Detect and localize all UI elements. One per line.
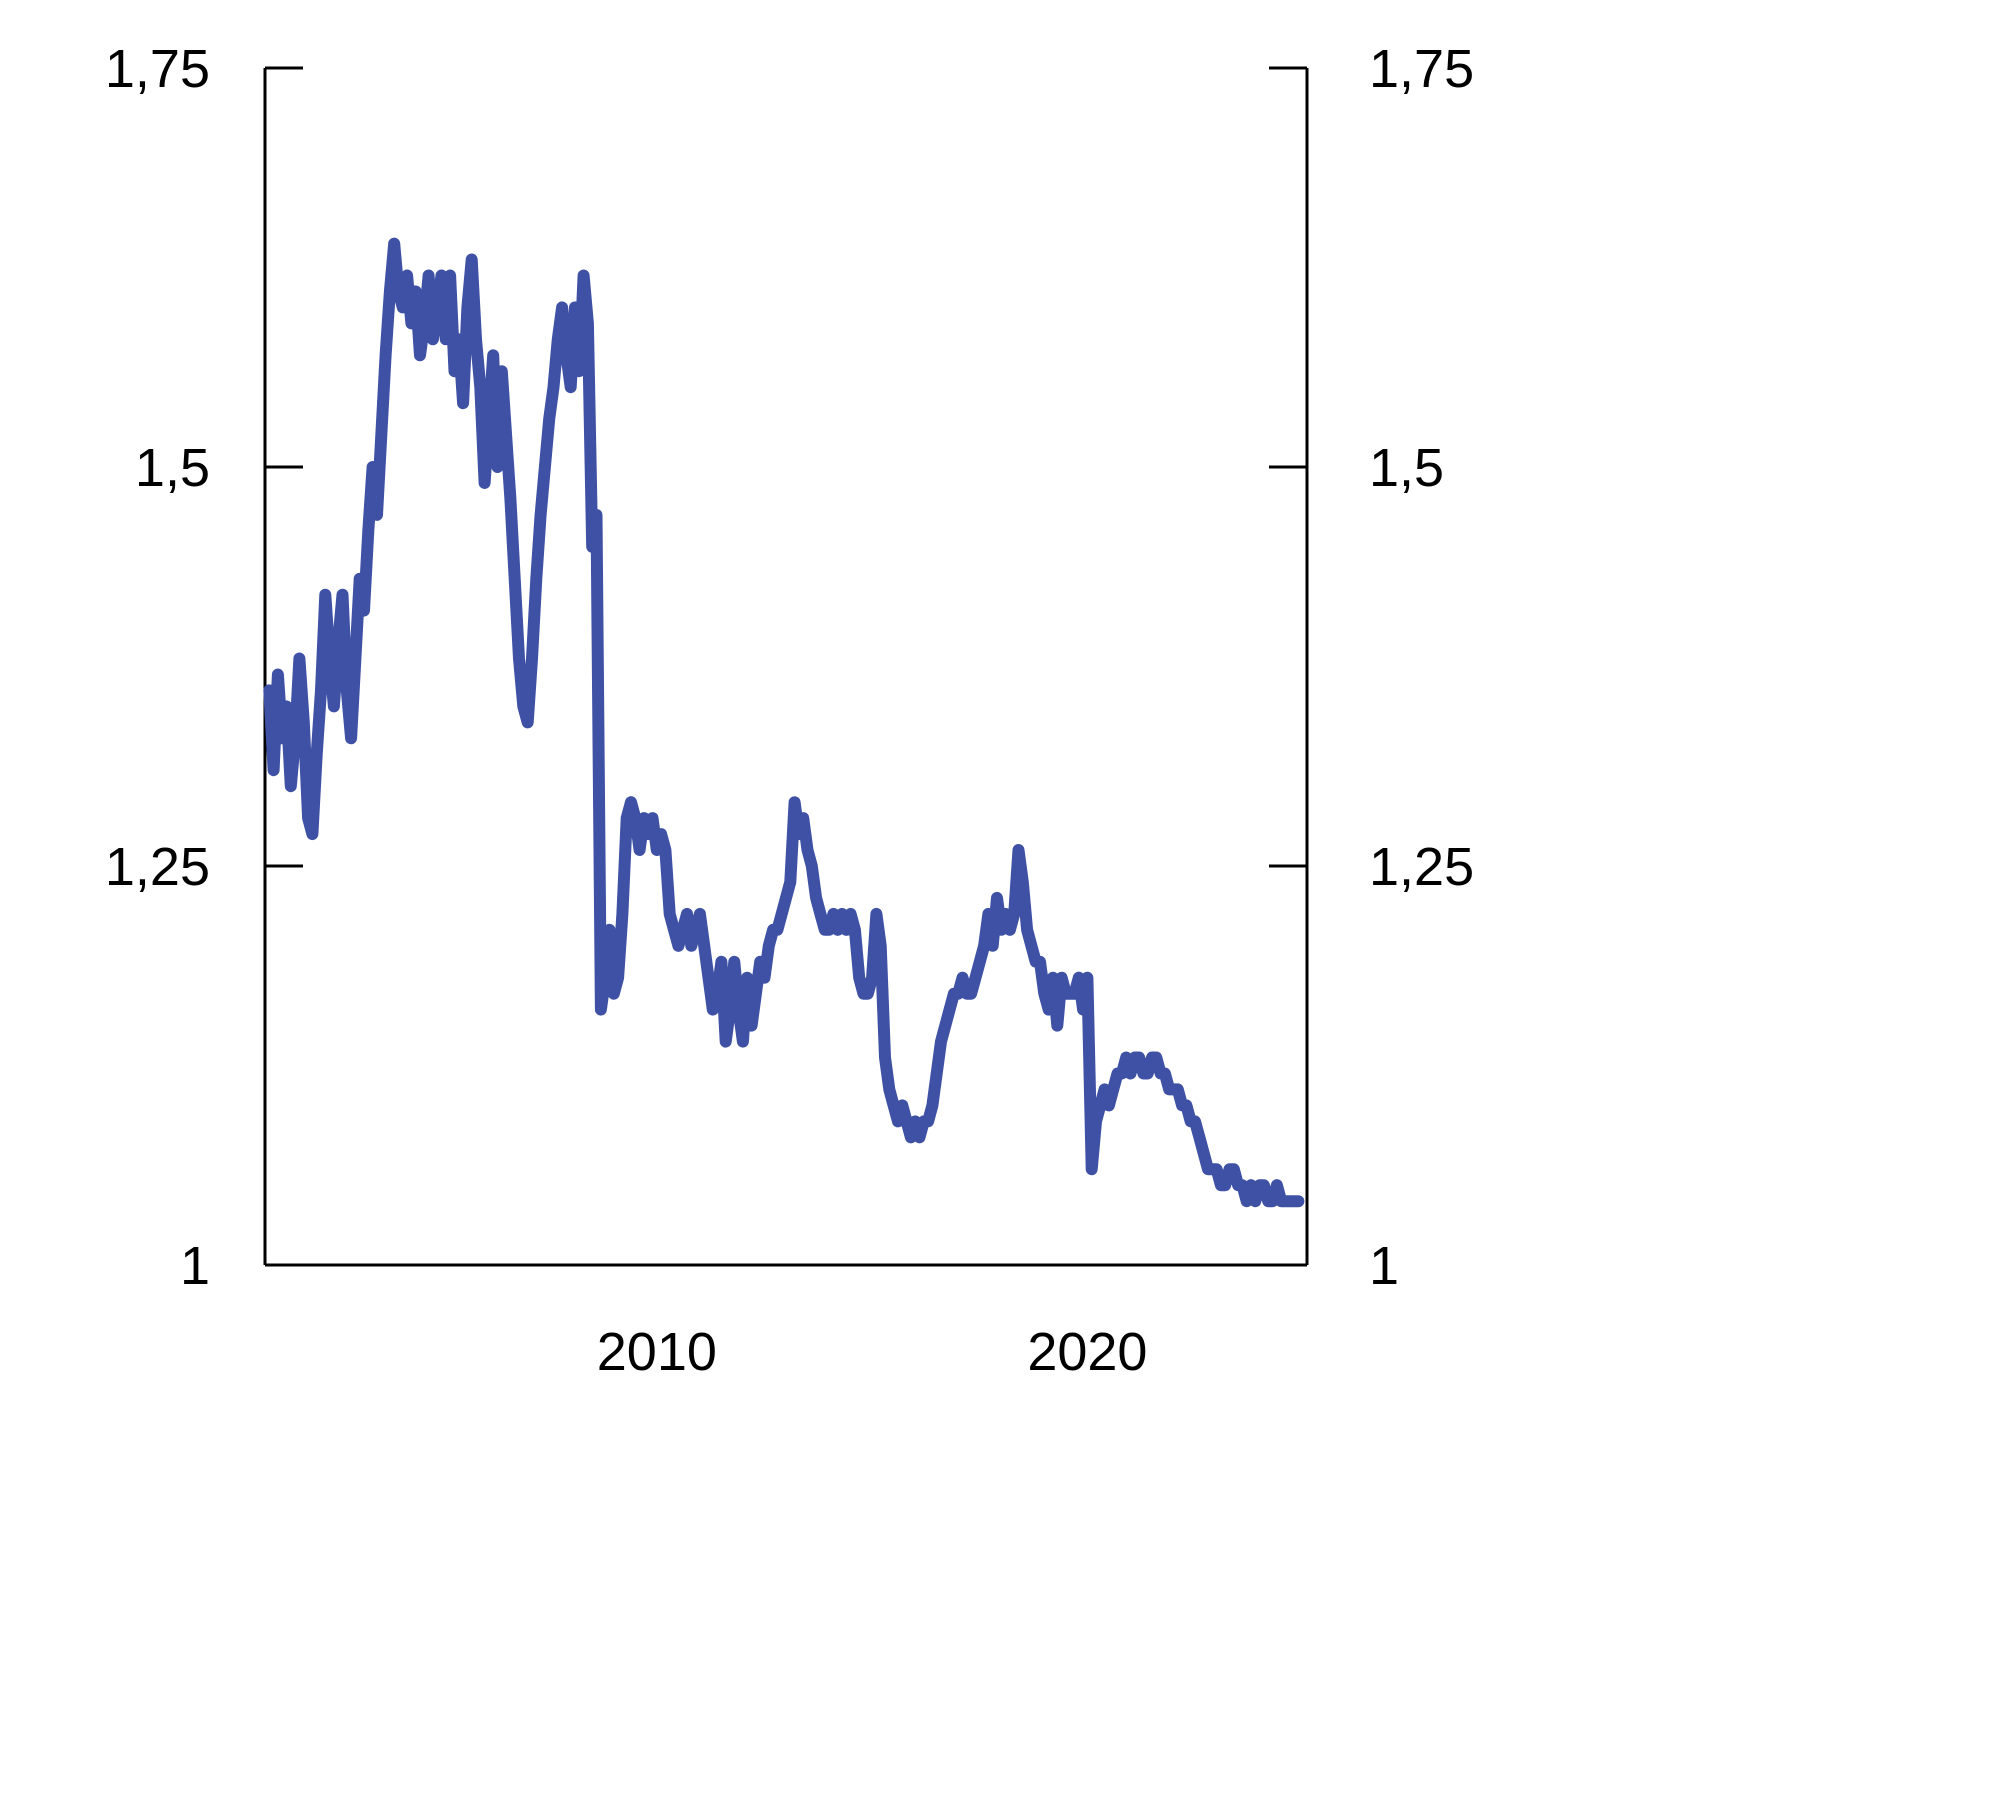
y-tick-label-left: 1: [180, 1236, 210, 1296]
x-tick-label: 2020: [1027, 1322, 1147, 1382]
y-tick-label-right: 1,75: [1369, 39, 1474, 99]
y-tick-label-right: 1,25: [1369, 837, 1474, 897]
data-series-line: [263, 237, 1305, 1208]
x-tick-label: 2010: [597, 1322, 717, 1382]
y-tick-label-left: 1,5: [135, 438, 210, 498]
y-tick-label-right: 1: [1369, 1236, 1399, 1296]
y-tick-label-left: 1,75: [105, 39, 210, 99]
y-tick-label-right: 1,5: [1369, 438, 1444, 498]
y-tick-label-left: 1,25: [105, 837, 210, 897]
